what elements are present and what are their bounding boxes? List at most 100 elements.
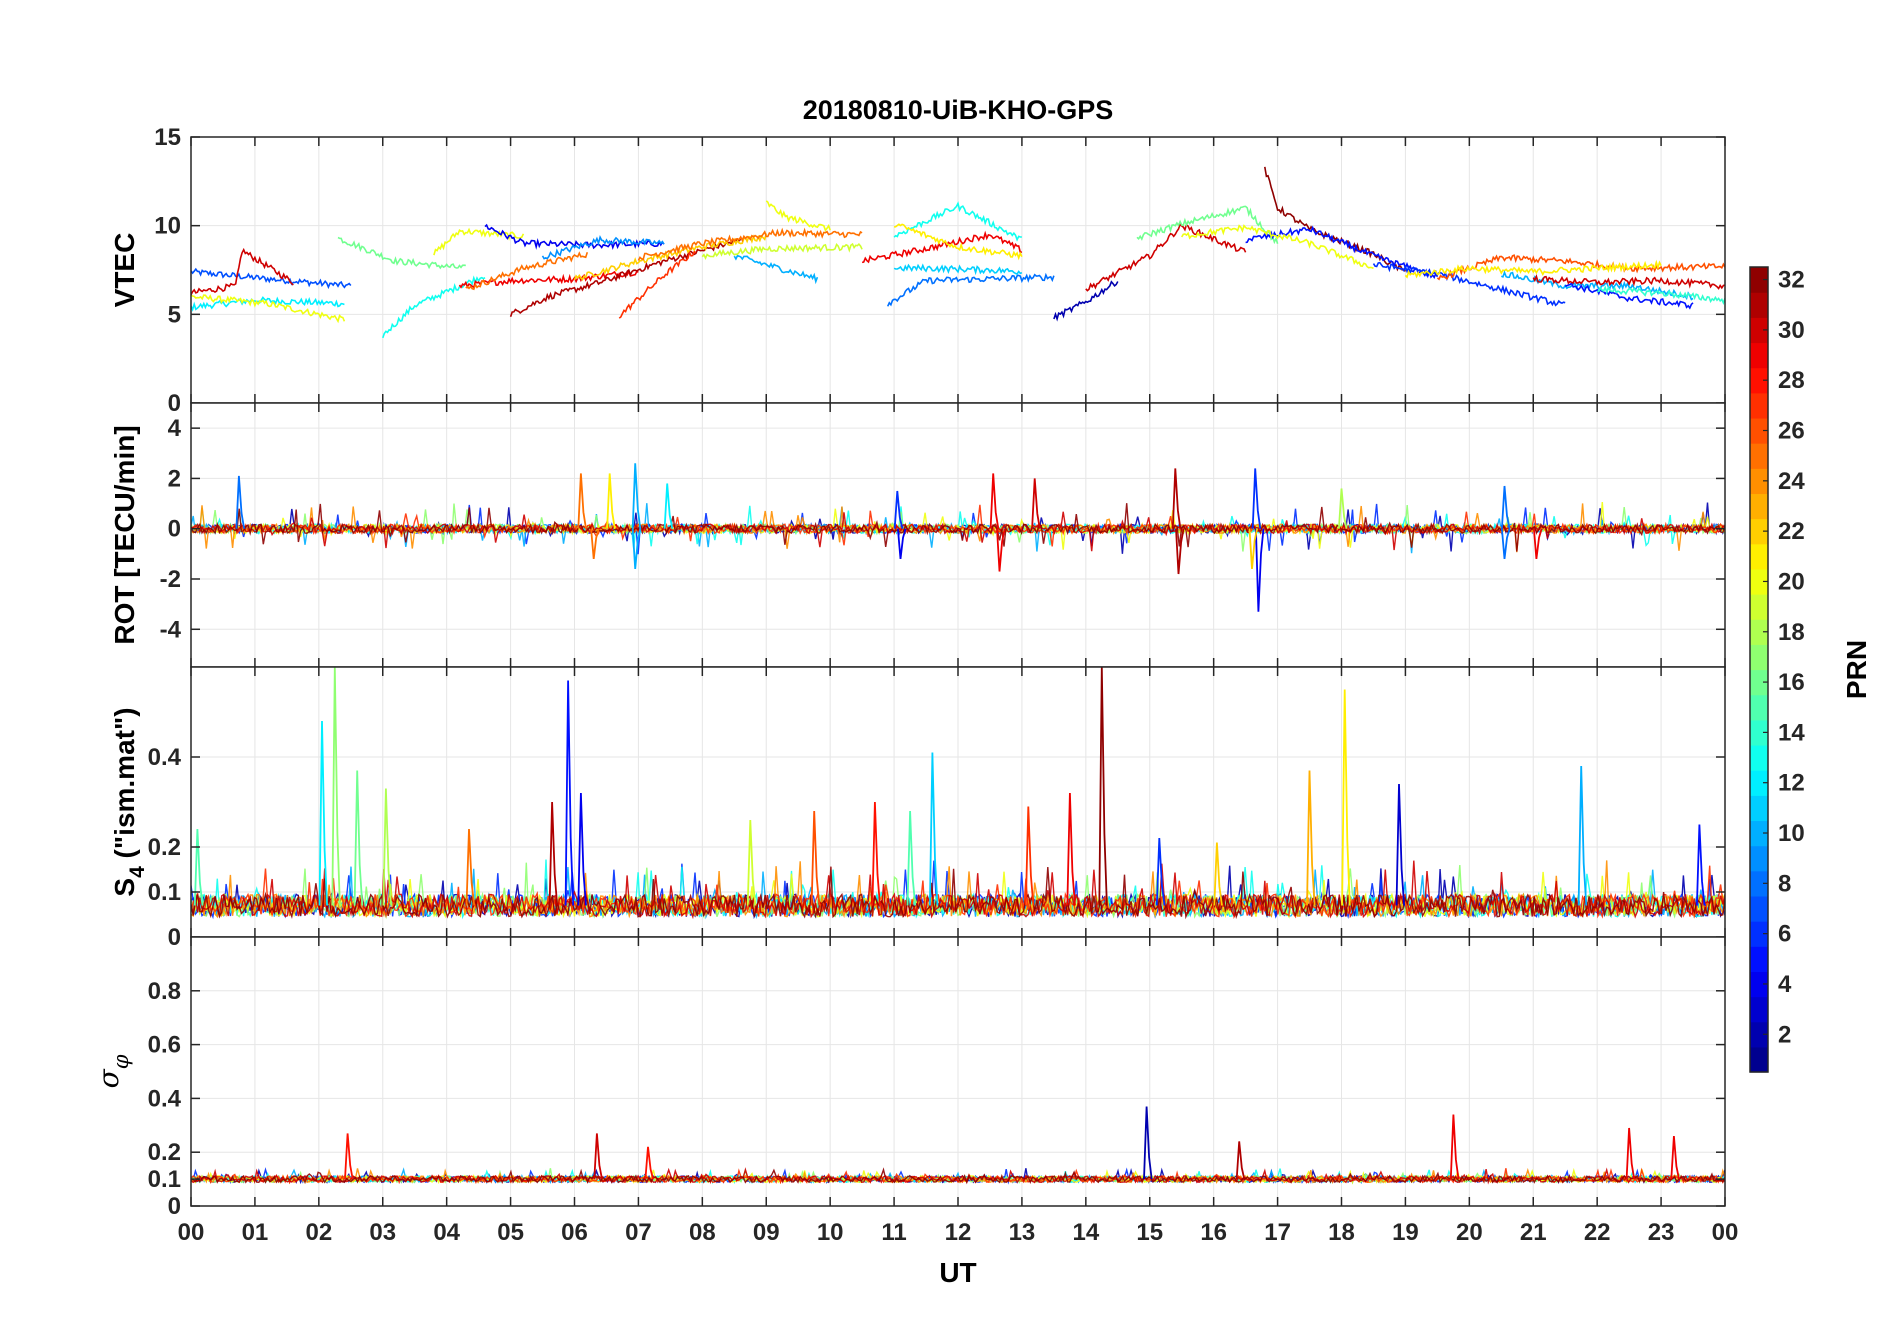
x-axis-label: UT: [939, 1257, 976, 1288]
series-line-prn-30: [1532, 273, 1725, 290]
peak-mark-prn-31: [1235, 1141, 1246, 1180]
peak-mark-prn-31: [1171, 468, 1182, 529]
colorbar-tick-label: 16: [1778, 669, 1805, 696]
y-tick-label: 0.4: [148, 744, 182, 771]
peak-mark-prn-21: [1341, 689, 1351, 906]
y-tick-label: 0.2: [148, 1139, 181, 1166]
colorbar-tick-label: 24: [1778, 468, 1805, 495]
series-line-prn-20: [1181, 224, 1374, 270]
colorbar-tick-label: 2: [1778, 1021, 1791, 1048]
colorbar-tick-label: 4: [1778, 971, 1792, 998]
colorbar-segment: [1750, 669, 1768, 696]
peak-mark-prn-10: [1577, 765, 1588, 906]
peak-mark-prn-29: [1625, 1127, 1636, 1180]
series-line-prn-32: [191, 503, 1725, 552]
series-line-prn-26: [1436, 254, 1725, 281]
peak-mark-prn-29: [1533, 528, 1543, 560]
peak-mark-prn-25: [590, 528, 600, 560]
peak-mark-prn-11: [929, 752, 939, 906]
x-tick-label: 23: [1648, 1219, 1675, 1246]
y-tick-label: 0.8: [148, 978, 181, 1005]
peak-mark-prn-32: [1098, 667, 1108, 906]
x-tick-label: 08: [689, 1219, 716, 1246]
peak-mark-prn-25: [465, 828, 476, 906]
peak-mark-prn-10: [631, 528, 642, 569]
colorbar-frame: [1749, 266, 1769, 1073]
colorbar-segment: [1750, 845, 1768, 872]
peak-mark-prn-31: [1175, 528, 1185, 575]
series-line-prn-9: [541, 234, 665, 260]
y-tick-label: 0: [168, 390, 181, 417]
peak-mark-prn-25: [577, 473, 587, 529]
series-line-prn-7: [191, 267, 352, 290]
x-tick-label: 04: [433, 1219, 460, 1246]
peak-mark-prn-8: [235, 475, 245, 529]
y-axis-label: σφ: [92, 1054, 133, 1088]
colorbar-segment: [1750, 468, 1768, 495]
colorbar-tick-label: 30: [1778, 317, 1805, 344]
series-line-prn-13: [382, 275, 486, 339]
colorbar-segment: [1750, 719, 1768, 746]
x-tick-label: 07: [625, 1219, 652, 1246]
peak-mark-prn-27: [1024, 806, 1035, 906]
series-line-prn-19: [701, 242, 863, 261]
series-line-prn-25: [637, 227, 863, 261]
y-tick-label: -4: [160, 616, 182, 643]
series-line-prn-11: [893, 263, 1023, 276]
series-group: [191, 463, 1725, 612]
peak-mark-prn-29: [989, 473, 1000, 529]
colorbar-segment: [1750, 619, 1768, 645]
x-tick-label: 19: [1392, 1219, 1419, 1246]
colorbar-segment: [1750, 392, 1768, 419]
y-tick-label: 2: [168, 465, 181, 492]
x-tick-label: 12: [945, 1219, 972, 1246]
peak-mark-prn-29: [1066, 792, 1076, 906]
colorbar-segment: [1750, 820, 1768, 847]
series-line-prn-16: [337, 236, 466, 270]
peak-mark-prn-8: [1501, 485, 1511, 529]
series-line-prn-20: [765, 200, 831, 232]
panel-rot: -4 -2 0 2 4 ROT [TECU/min]: [109, 402, 1726, 668]
y-tick-label: 0.6: [148, 1032, 181, 1059]
colorbar-segment: [1750, 367, 1768, 394]
peak-mark-prn-18: [1338, 488, 1348, 529]
series-line-prn-27: [618, 250, 697, 319]
peak-mark-prn-18: [382, 788, 392, 906]
colorbar-tick-label: 18: [1778, 619, 1805, 646]
peak-mark-prn-29: [1670, 1136, 1680, 1180]
series-line-prn-16: [1136, 205, 1279, 245]
peak-mark-prn-15: [193, 828, 204, 906]
x-tick-label: 18: [1328, 1219, 1355, 1246]
series-group: [191, 1106, 1725, 1185]
peak-mark-prn-28: [871, 801, 881, 906]
series-group: [191, 667, 1725, 920]
x-tick-label: 21: [1520, 1219, 1547, 1246]
peak-mark-prn-22: [1248, 528, 1258, 569]
peak-mark-prn-28: [644, 1146, 654, 1180]
x-tick-label: 14: [1072, 1219, 1099, 1246]
series-line-prn-10: [1501, 270, 1694, 301]
y-tick-label: 0.1: [148, 1166, 181, 1193]
colorbar-tick-label: 22: [1778, 518, 1805, 545]
x-tick-label: 22: [1584, 1219, 1611, 1246]
colorbar-segment: [1750, 694, 1768, 721]
series-line-prn-20: [191, 294, 346, 324]
colorbar-segment: [1750, 1021, 1768, 1048]
colorbar-segment: [1750, 417, 1768, 444]
peak-mark-prn-17: [331, 667, 341, 906]
x-tick-label: 09: [753, 1219, 780, 1246]
y-tick-label: 0: [168, 1193, 181, 1220]
x-tick-label: 02: [305, 1219, 332, 1246]
panel-s4: 0 0.1 0.2 0.4S4 ("ism.mat"): [109, 666, 1726, 951]
x-tick-label: 17: [1264, 1219, 1291, 1246]
peak-mark-prn-12: [663, 483, 674, 529]
colorbar-label: PRN: [1841, 640, 1872, 699]
x-tick-label: 01: [242, 1219, 269, 1246]
x-tick-label: 03: [369, 1219, 396, 1246]
series-line-prn-8: [886, 272, 1055, 307]
peak-mark-prn-15: [906, 810, 917, 906]
colorbar-segment: [1750, 342, 1768, 369]
peak-mark-prn-29: [996, 528, 1006, 572]
peak-mark-prn-21: [606, 473, 616, 529]
